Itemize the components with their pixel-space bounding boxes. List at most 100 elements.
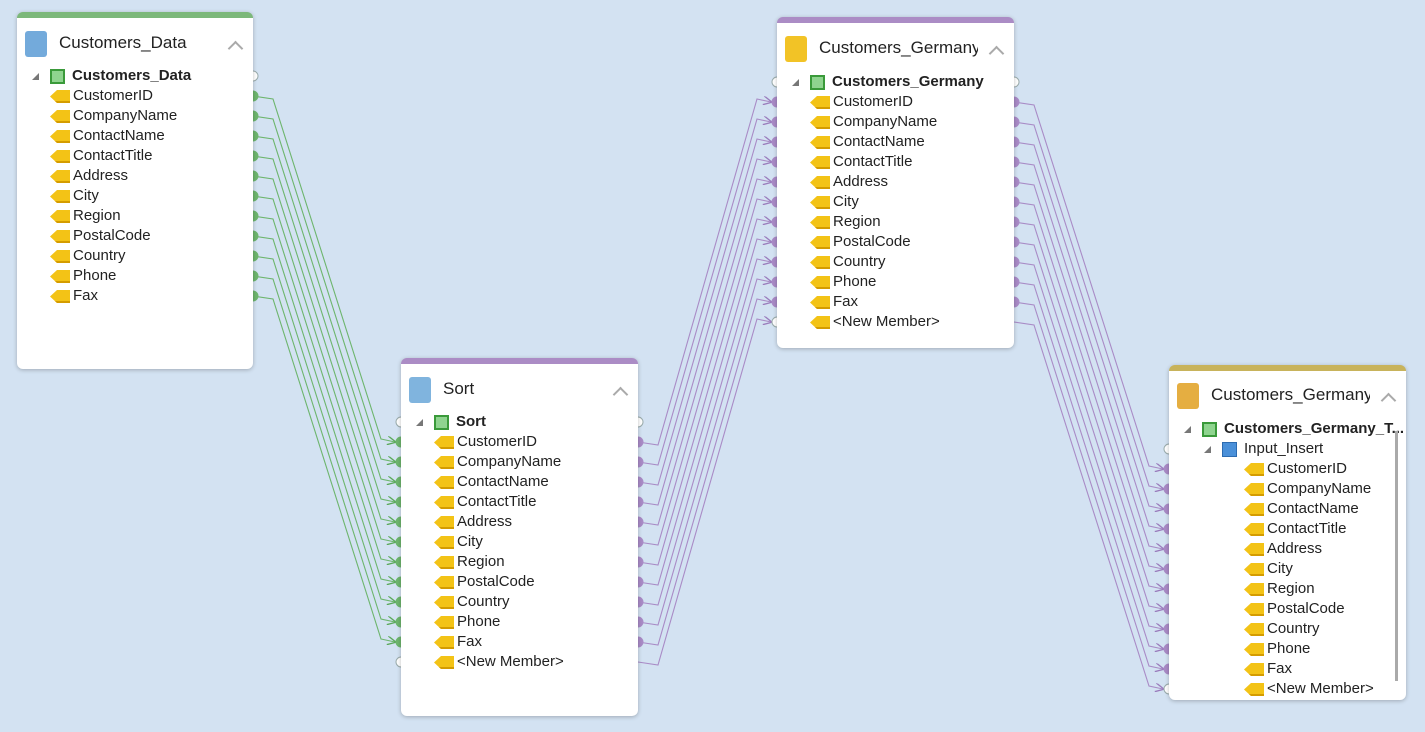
field-icon [50, 130, 70, 143]
field-icon [50, 190, 70, 203]
insert-icon [1222, 442, 1237, 457]
connection [637, 259, 771, 606]
field-label: Phone [1267, 640, 1311, 657]
connection [252, 295, 395, 642]
field-label: ContactTitle [1267, 520, 1347, 537]
field-label: Fax [457, 633, 483, 650]
table-icon [810, 75, 825, 90]
field-label: City [457, 533, 483, 550]
field-icon [50, 230, 70, 243]
node-card: Sort Sort CustomerID CompanyName ContactName… [401, 358, 638, 716]
connection [637, 139, 771, 486]
field-icon [810, 136, 830, 149]
field-icon [1244, 603, 1264, 616]
field-icon [434, 556, 454, 569]
field-label: Phone [833, 273, 877, 290]
field-icon [1244, 483, 1264, 496]
collapse-button[interactable] [988, 45, 1005, 62]
connection [252, 115, 395, 462]
connection [252, 275, 395, 622]
field-icon [50, 250, 70, 263]
field-icon [810, 236, 830, 249]
field-icon [434, 536, 454, 549]
field-label: PostalCode [833, 233, 911, 250]
connection [252, 255, 395, 602]
field-icon [810, 216, 830, 229]
connection [637, 239, 771, 586]
field-icon [434, 576, 454, 589]
field-label: Fax [833, 293, 859, 310]
collapse-button[interactable] [227, 40, 244, 57]
field-label: Address [1267, 540, 1323, 557]
connection [252, 175, 395, 522]
field-label: ContactTitle [73, 147, 153, 164]
field-label: ContactName [1267, 500, 1359, 517]
connection [1013, 301, 1163, 669]
field-icon [434, 596, 454, 609]
connection [637, 319, 771, 666]
field-icon [434, 456, 454, 469]
connection [637, 299, 771, 646]
field-label: CustomerID [73, 87, 154, 104]
node-card: Customers_Germany Customers_Germany_T... I… [1169, 365, 1406, 700]
field-label: Region [1267, 580, 1315, 597]
connection [252, 215, 395, 562]
field-label: Customers_Germany [832, 73, 984, 90]
connection [1013, 261, 1163, 629]
scrollbar [1395, 431, 1398, 681]
field-label: Sort [456, 413, 486, 430]
field-icon [50, 150, 70, 163]
field-icon [1244, 523, 1264, 536]
field-icon [810, 96, 830, 109]
field-icon [1244, 463, 1264, 476]
node-card: Customers_Data Customers_Data CustomerID Co… [17, 12, 253, 369]
field-label: Country [73, 247, 126, 264]
node-card: Customers_Germany Customers_Germany Custom… [777, 17, 1014, 348]
field-icon [434, 616, 454, 629]
field-icon [810, 296, 830, 309]
field-label: CustomerID [457, 433, 538, 450]
field-label: ContactTitle [833, 153, 913, 170]
field-label: City [73, 187, 99, 204]
field-label: ContactName [73, 127, 165, 144]
field-label: CustomerID [1267, 460, 1348, 477]
field-icon [810, 156, 830, 169]
expand-triangle [1184, 426, 1191, 433]
field-icon [810, 316, 830, 329]
node-title: Sort [443, 379, 475, 398]
field-label: Phone [73, 267, 117, 284]
connection [252, 135, 395, 482]
field-icon [50, 270, 70, 283]
connection [1013, 141, 1163, 509]
field-icon [810, 176, 830, 189]
connection [1013, 161, 1163, 529]
node-title: Customers_Germany [1211, 385, 1370, 404]
field-icon [50, 110, 70, 123]
table-icon [1202, 422, 1217, 437]
expand-triangle [32, 73, 39, 80]
field-icon [1244, 663, 1264, 676]
field-icon [434, 636, 454, 649]
connection [1013, 221, 1163, 589]
field-label: Region [833, 213, 881, 230]
field-label: Customers_Germany_T... [1224, 420, 1405, 437]
field-icon [434, 436, 454, 449]
field-label: CompanyName [1267, 480, 1372, 497]
table-icon [50, 69, 65, 84]
field-icon [1244, 563, 1264, 576]
field-label: Customers_Data [72, 67, 192, 84]
connection [252, 155, 395, 502]
field-icon [434, 476, 454, 489]
field-icon [434, 496, 454, 509]
field-label: Country [833, 253, 886, 270]
connection [1013, 101, 1163, 469]
connection [1013, 121, 1163, 489]
field-label: Address [833, 173, 889, 190]
field-label: Phone [457, 613, 501, 630]
collapse-button[interactable] [612, 386, 629, 403]
collapse-button[interactable] [1380, 392, 1397, 409]
field-icon [1244, 543, 1264, 556]
field-icon [810, 276, 830, 289]
connection [252, 95, 395, 442]
